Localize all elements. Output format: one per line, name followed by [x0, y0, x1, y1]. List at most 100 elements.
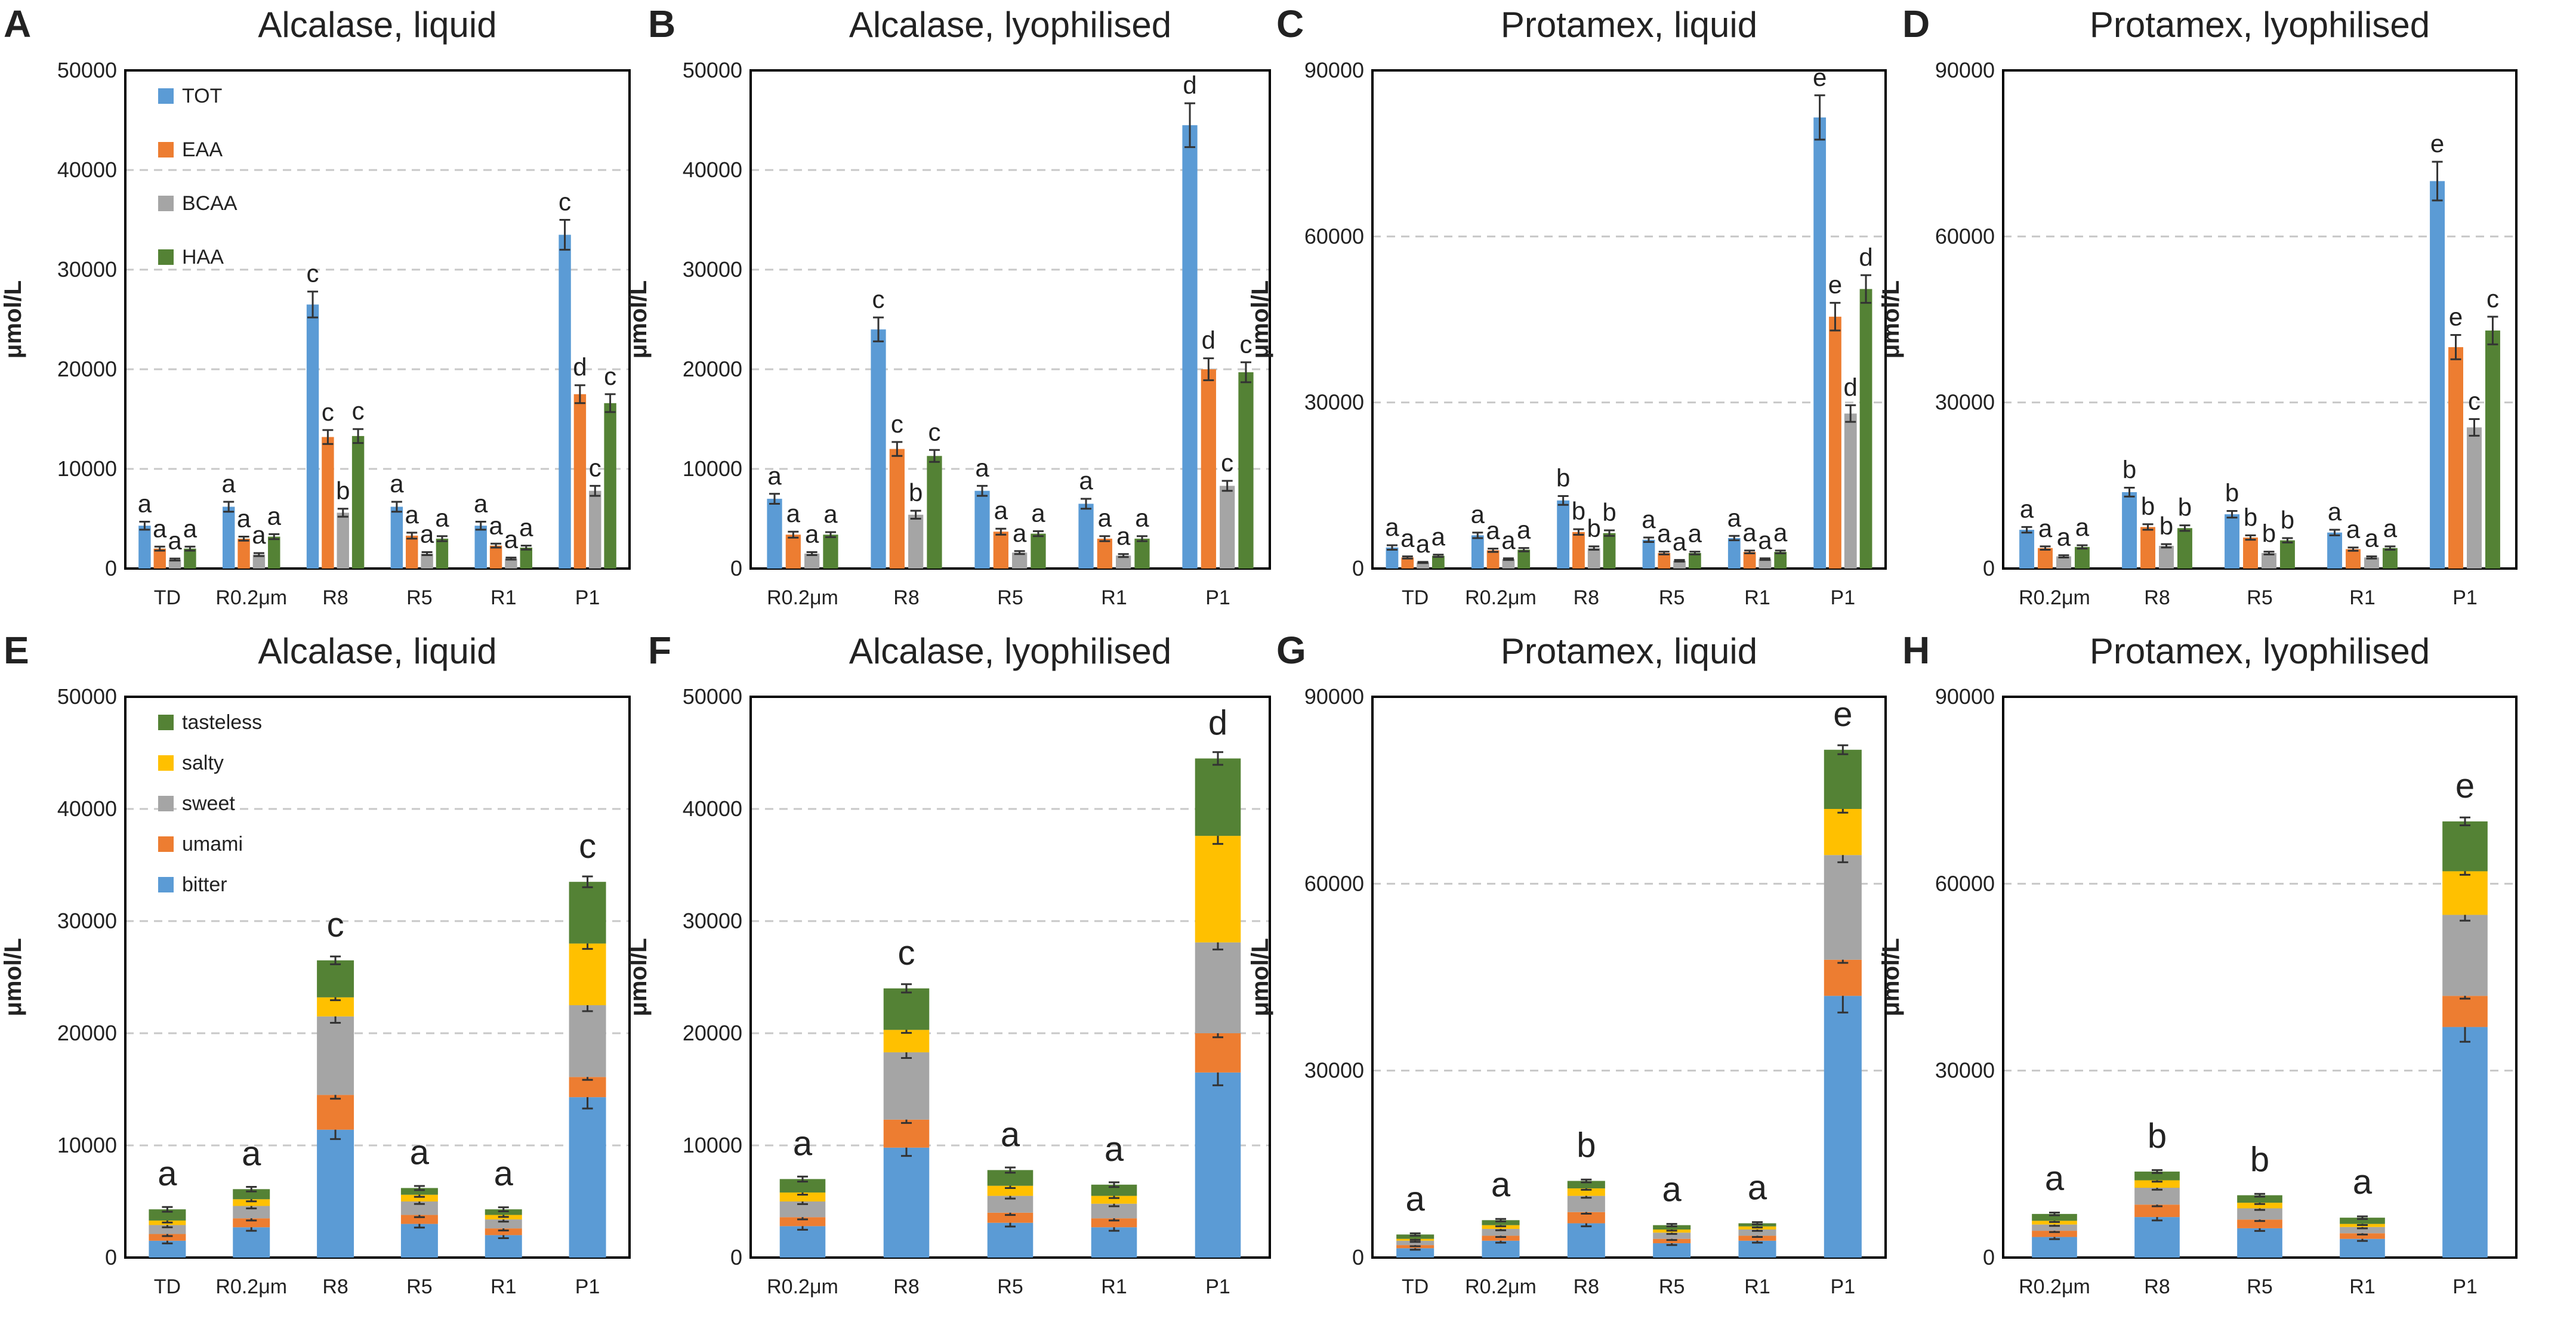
significance-letter: c [327, 906, 344, 944]
stack-salty [1824, 809, 1862, 855]
significance-letter: a [805, 520, 819, 548]
x-tick-label: R8 [1574, 1275, 1599, 1298]
y-axis-label: μmol/L [625, 280, 652, 359]
stack-umami [2340, 1233, 2385, 1239]
significance-letter: a [1742, 518, 1757, 546]
significance-letter: a [1013, 519, 1027, 547]
stack-sweet [1195, 942, 1241, 1033]
significance-letter: b [2178, 493, 2192, 521]
bar-haa [1238, 372, 1254, 569]
plot-frame [1371, 696, 1887, 1259]
bar-bcaa [2262, 553, 2276, 569]
significance-letter: a [435, 504, 449, 532]
bar-tot [1078, 503, 1094, 569]
significance-letter: a [1385, 513, 1399, 541]
x-tick-label: R5 [2247, 1275, 2272, 1298]
significance-letter: a [1491, 1165, 1511, 1204]
bar-tot [1642, 539, 1655, 569]
bar-tot [306, 304, 319, 569]
panel-title: Alcalase, liquid [258, 5, 496, 45]
bar-bcaa [1759, 559, 1772, 569]
plot-frame [124, 69, 631, 570]
y-axis-label: μmol/L [1878, 280, 1904, 359]
bar-bcaa [2056, 556, 2071, 569]
significance-letter: a [158, 1154, 177, 1193]
panel-f: F Alcalase, lyophilised 0 10000 20000 30000 40… [625, 629, 1271, 1298]
stack-sweet [1738, 1230, 1776, 1236]
stack-umami [2032, 1231, 2077, 1237]
bar-eaa [322, 437, 334, 569]
stack-tasteless [2442, 821, 2488, 872]
y-tick-label: 10000 [683, 456, 742, 481]
significance-letter: b [1572, 497, 1585, 525]
panel-e: E Alcalase, liquid 0 10000 20000 30000 40000 50… [0, 629, 631, 1298]
bar-tot [138, 526, 151, 569]
bar-eaa [1097, 538, 1112, 569]
bar-tot [767, 499, 782, 569]
x-tick-label: R5 [1659, 1275, 1685, 1298]
significance-letter: d [573, 353, 587, 381]
significance-letter: a [1688, 520, 1702, 548]
stack-salty [2134, 1180, 2180, 1188]
bar-bcaa [421, 553, 433, 569]
significance-letter: a [1400, 524, 1415, 552]
significance-letter: c [2468, 387, 2481, 415]
bar-tot [390, 506, 403, 569]
stack-bitter [779, 1226, 826, 1258]
stack-sweet [317, 1016, 354, 1095]
stack-tasteless [2340, 1218, 2385, 1224]
stack-tasteless [1567, 1181, 1605, 1189]
significance-letter: a [489, 511, 503, 539]
significance-letter: a [1517, 516, 1531, 544]
bar-haa [2177, 528, 2192, 569]
legend-label: TOT [182, 85, 222, 107]
y-axis-label: μmol/L [0, 938, 26, 1016]
plot-frame [2002, 69, 2518, 570]
x-tick-label: R5 [997, 1275, 1023, 1298]
legend-swatch-tot [158, 88, 174, 104]
y-axis-label: μmol/L [625, 938, 652, 1016]
stack-salty [2237, 1203, 2282, 1209]
x-tick-label: P1 [2452, 1275, 2478, 1298]
stack-sweet [1824, 855, 1862, 960]
x-tick-label: P1 [1831, 1275, 1856, 1298]
significance-letter: c [898, 934, 915, 972]
stack-tasteless [1653, 1225, 1691, 1230]
y-tick-label: 10000 [57, 456, 117, 481]
stack-bitter [1824, 996, 1862, 1258]
bar-tot [2430, 181, 2445, 569]
y-tick-label: 50000 [57, 684, 117, 709]
stack-salty [2442, 871, 2488, 915]
x-tick-label: R5 [997, 586, 1023, 609]
stack-umami [2237, 1219, 2282, 1228]
panel-c: C Protamex, liquid 0 30000 60000 90000 μmol/L T… [1247, 2, 1887, 609]
significance-letter: a [767, 462, 782, 490]
x-tick-label: R1 [490, 1275, 516, 1298]
significance-letter: d [1202, 326, 1215, 354]
bar-haa [351, 435, 365, 569]
x-tick-label: R8 [2144, 1275, 2170, 1298]
x-tick-label: R8 [893, 1275, 919, 1298]
panel-title: Protamex, liquid [1501, 631, 1757, 671]
x-tick-label: P1 [1205, 1275, 1230, 1298]
stack-tasteless [1482, 1220, 1520, 1225]
legend-label: salty [182, 752, 224, 774]
stack-salty [1195, 836, 1241, 943]
legend-label: tasteless [182, 711, 262, 734]
stack-bitter [1091, 1227, 1137, 1258]
x-tick-label: R8 [893, 586, 919, 609]
y-axis-label: μmol/L [1247, 938, 1273, 1016]
significance-letter: a [793, 1124, 813, 1163]
significance-letter: a [474, 490, 488, 518]
significance-letter: a [2353, 1163, 2373, 1201]
y-tick-label: 30000 [57, 909, 117, 933]
y-axis-label: μmol/L [0, 280, 26, 359]
y-tick-label: 20000 [683, 357, 742, 381]
bar-haa [927, 456, 942, 569]
stack-sweet [2032, 1224, 2077, 1231]
significance-letter: a [2075, 513, 2090, 541]
significance-letter: c [928, 418, 940, 446]
stack-bitter [883, 1147, 930, 1258]
significance-letter: a [1486, 517, 1500, 545]
